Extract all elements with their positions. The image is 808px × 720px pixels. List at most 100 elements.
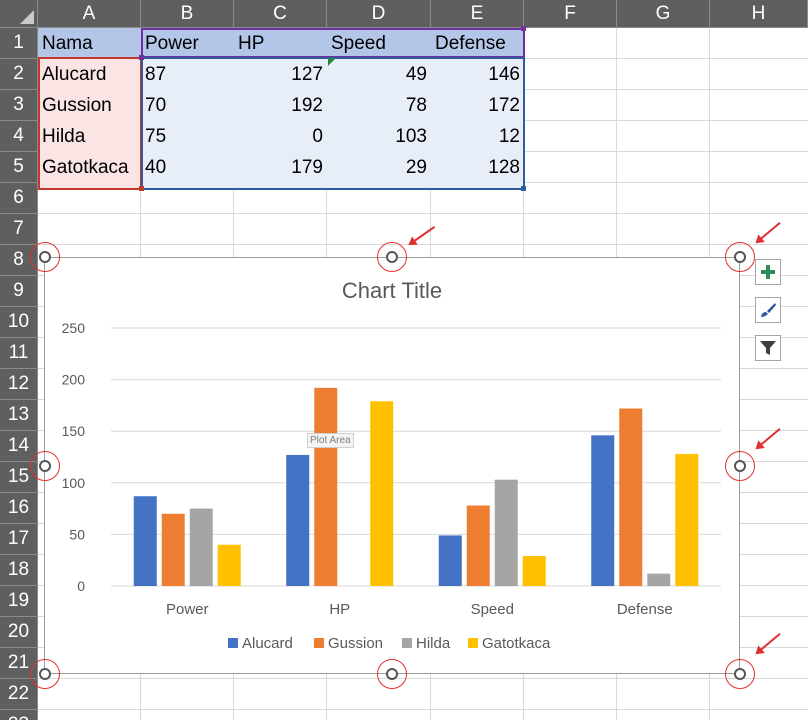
plus-icon — [761, 265, 775, 279]
cell-b4[interactable]: 75 — [145, 125, 167, 147]
cell-b5[interactable]: 40 — [145, 156, 167, 178]
cell-e2[interactable]: 146 — [488, 63, 520, 85]
cell-d4[interactable]: 103 — [395, 125, 427, 147]
column-header-f[interactable]: F — [524, 0, 617, 28]
range-handle[interactable] — [521, 26, 526, 31]
bar-gussion-defense — [619, 408, 643, 586]
bar-hilda-speed — [494, 479, 518, 586]
cell-c3[interactable]: 192 — [291, 94, 323, 116]
row-header-14[interactable]: 14 — [0, 431, 38, 462]
cell-b1[interactable]: Power — [145, 32, 199, 54]
row-header-22[interactable]: 22 — [0, 679, 38, 710]
cell-b2[interactable]: 87 — [145, 63, 167, 85]
cell-c5[interactable]: 179 — [291, 156, 323, 178]
row-header-1[interactable]: 1 — [0, 28, 38, 59]
cell-a5[interactable]: Gatotkaca — [42, 156, 129, 178]
row-header-7[interactable]: 7 — [0, 214, 38, 245]
row-header-13[interactable]: 13 — [0, 400, 38, 431]
x-category-label: Power — [166, 601, 209, 618]
cell-a2[interactable]: Alucard — [42, 63, 107, 85]
paintbrush-icon — [761, 303, 776, 317]
cell-e4[interactable]: 12 — [498, 125, 520, 147]
cell-c4[interactable]: 0 — [312, 125, 323, 147]
bar-hilda-defense — [647, 573, 671, 586]
row-header-10[interactable]: 10 — [0, 307, 38, 338]
column-header-d[interactable]: D — [327, 0, 431, 28]
legend-label: Gatotkaca — [482, 635, 551, 652]
bar-gatotkaca-defense — [675, 453, 699, 586]
column-header-a[interactable]: A — [38, 0, 141, 28]
legend-label: Gussion — [328, 635, 383, 652]
column-header-e[interactable]: E — [431, 0, 524, 28]
plot-area-tooltip: Plot Area — [307, 433, 354, 448]
range-handle[interactable] — [139, 186, 144, 191]
y-tick-label: 100 — [62, 475, 86, 491]
chart-styles-button[interactable] — [755, 297, 781, 323]
bar-alucard-defense — [591, 435, 615, 586]
annotation-arrow-icon — [756, 221, 781, 243]
row-header-19[interactable]: 19 — [0, 586, 38, 617]
row-header-16[interactable]: 16 — [0, 493, 38, 524]
annotation-circle — [377, 659, 407, 689]
cell-e3[interactable]: 172 — [488, 94, 520, 116]
resize-handle[interactable] — [734, 251, 746, 263]
row-header-12[interactable]: 12 — [0, 369, 38, 400]
chart-filters-button[interactable] — [755, 335, 781, 361]
cell-c1[interactable]: HP — [238, 32, 265, 54]
resize-handle[interactable] — [39, 668, 51, 680]
cell-e1[interactable]: Defense — [435, 32, 506, 54]
resize-handle[interactable] — [734, 668, 746, 680]
row-header-23[interactable]: 23 — [0, 710, 38, 720]
range-handle[interactable] — [521, 186, 526, 191]
chart-title[interactable]: Chart Title — [341, 278, 443, 303]
column-header-b[interactable]: B — [141, 0, 234, 28]
row-header-17[interactable]: 17 — [0, 524, 38, 555]
row-header-4[interactable]: 4 — [0, 121, 38, 152]
resize-handle[interactable] — [39, 251, 51, 263]
bar-hilda-power — [189, 508, 213, 586]
x-category-label: HP — [329, 601, 350, 618]
select-all-corner[interactable] — [0, 0, 38, 28]
column-header-c[interactable]: C — [234, 0, 327, 28]
cell-d1[interactable]: Speed — [331, 32, 386, 54]
cell-e5[interactable]: 128 — [488, 156, 520, 178]
column-header-g[interactable]: G — [617, 0, 710, 28]
chart-plot[interactable]: 0 50 100 150 200 250 Power HP Speed Defense Alucar… — [45, 258, 741, 675]
annotation-arrow-icon — [756, 632, 781, 654]
annotation-circle — [725, 242, 755, 272]
cell-b3[interactable]: 70 — [145, 94, 167, 116]
row-header-2[interactable]: 2 — [0, 59, 38, 90]
cell-a4[interactable]: Hilda — [42, 125, 86, 147]
add-chart-element-button[interactable] — [755, 259, 781, 285]
bar-gatotkaca-power — [217, 544, 241, 586]
row-header-6[interactable]: 6 — [0, 183, 38, 214]
cell-d2[interactable]: 49 — [405, 63, 427, 85]
resize-handle[interactable] — [734, 460, 746, 472]
row-header-20[interactable]: 20 — [0, 617, 38, 648]
row-header-11[interactable]: 11 — [0, 338, 38, 369]
y-tick-label: 150 — [62, 423, 86, 439]
cell-c2[interactable]: 127 — [291, 63, 323, 85]
bar-gatotkaca-hp — [370, 401, 394, 586]
cell-d3[interactable]: 78 — [405, 94, 427, 116]
cell-d5[interactable]: 29 — [405, 156, 427, 178]
row-header-18[interactable]: 18 — [0, 555, 38, 586]
row-header-9[interactable]: 9 — [0, 276, 38, 307]
row-header-3[interactable]: 3 — [0, 90, 38, 121]
y-tick-label: 200 — [62, 372, 86, 388]
column-header-h[interactable]: H — [710, 0, 808, 28]
bar-gatotkaca-speed — [522, 556, 546, 586]
annotation-circle — [725, 451, 755, 481]
x-category-label: Defense — [617, 601, 673, 618]
resize-handle[interactable] — [39, 460, 51, 472]
row-header-5[interactable]: 5 — [0, 152, 38, 183]
resize-handle[interactable] — [386, 668, 398, 680]
resize-handle[interactable] — [386, 251, 398, 263]
y-tick-label: 250 — [62, 320, 86, 336]
annotation-circle — [30, 242, 60, 272]
cell-a3[interactable]: Gussion — [42, 94, 112, 116]
chart-object[interactable]: Chart Title 0 50 100 150 200 250 Power HP Speed D… — [44, 257, 740, 674]
range-handle[interactable] — [139, 55, 144, 60]
error-indicator-icon[interactable] — [328, 58, 336, 66]
cell-a1[interactable]: Nama — [42, 32, 93, 54]
